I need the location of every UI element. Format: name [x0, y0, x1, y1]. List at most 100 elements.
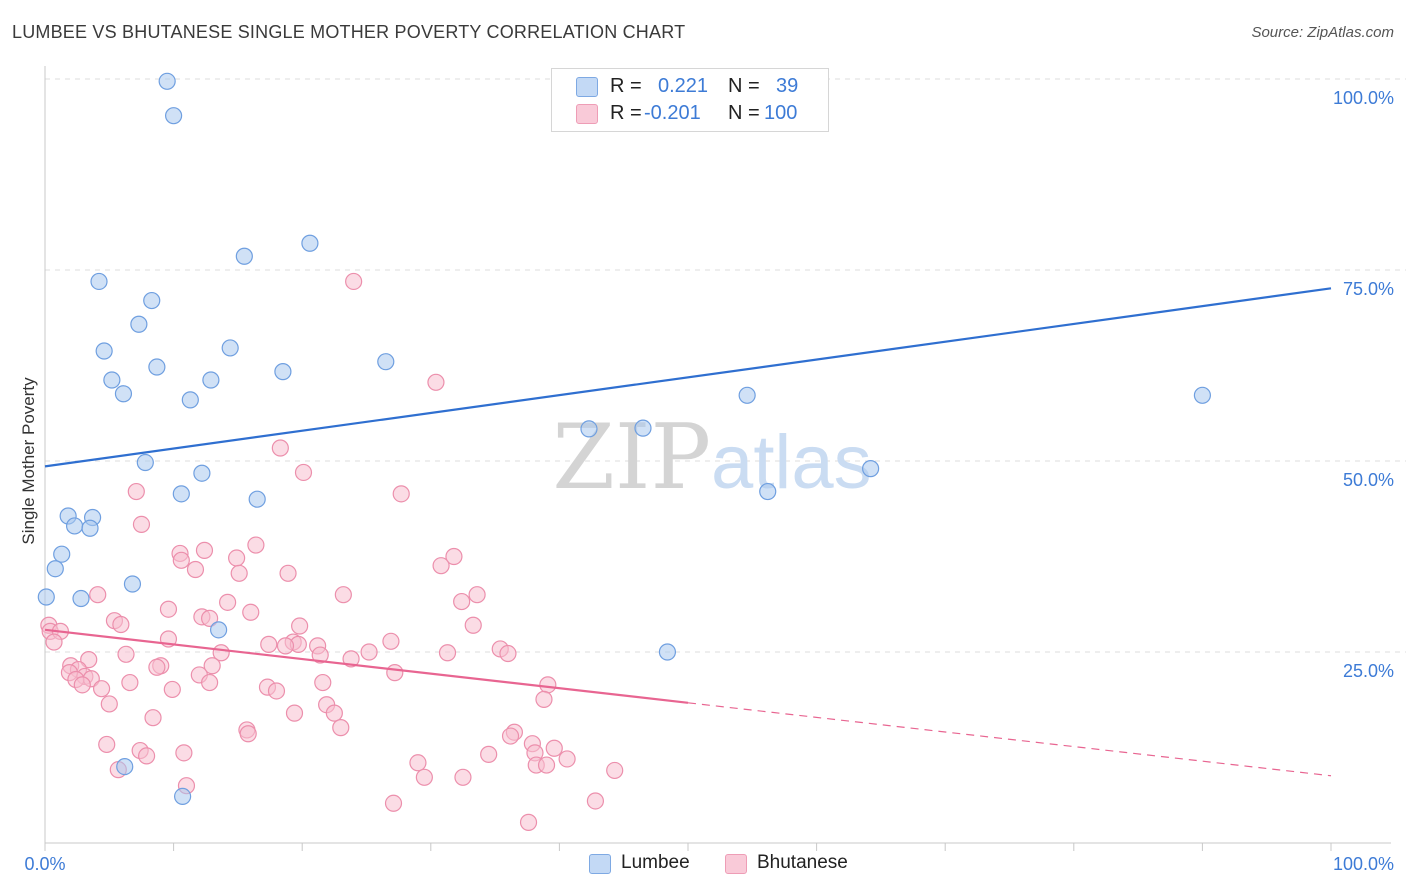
lumbee-point — [193, 464, 211, 482]
source-label: Source: ZipAtlas.com — [1251, 24, 1394, 41]
lumbee-point — [95, 342, 113, 360]
lumbee-point — [148, 358, 166, 376]
bhutanese-point — [239, 725, 257, 743]
bhutanese-point — [454, 768, 472, 786]
bhutanese-point — [392, 485, 410, 503]
bhutanese-point — [80, 651, 98, 669]
bhutanese-point — [260, 635, 278, 653]
bhutanese-trend-line — [44, 628, 689, 704]
bhutanese-point — [186, 560, 205, 579]
legend-r-value: -0.201 — [644, 102, 701, 124]
bhutanese-point — [539, 676, 557, 694]
legend-n-value: 100 — [764, 102, 798, 124]
lumbee-point — [301, 234, 319, 252]
legend-n-label: N = — [728, 102, 760, 124]
bhutanese-point — [98, 735, 116, 754]
bhutanese-point — [276, 637, 295, 655]
bhutanese-point — [201, 609, 219, 627]
bhutanese-point — [195, 541, 214, 559]
bhutanese-point — [132, 515, 151, 534]
bhutanese-point — [144, 709, 162, 727]
bhutanese-point — [499, 644, 517, 663]
bhutanese-point — [285, 704, 304, 722]
bhutanese-point — [382, 632, 400, 650]
legend-r-value: 0.221 — [658, 75, 709, 97]
bhutanese-point — [558, 750, 576, 768]
bhutanese-point — [453, 592, 471, 611]
bhutanese-point — [445, 547, 463, 566]
lumbee-point — [158, 72, 176, 90]
bhutanese-point — [279, 564, 297, 582]
y-tick-label: 100.0% — [1333, 88, 1394, 108]
lumbee-point — [172, 485, 190, 503]
y-tick-label: 75.0% — [1343, 279, 1394, 299]
watermark-part: atlas — [711, 420, 872, 505]
lumbee-point — [53, 545, 71, 563]
bhutanese-point — [291, 617, 309, 635]
watermark-part: ZIP — [552, 405, 711, 510]
lumbee-point — [136, 453, 154, 472]
bhutanese-point — [342, 650, 360, 668]
legend-swatch-bhutanese — [576, 104, 598, 124]
bhutanese-point — [606, 761, 624, 780]
lumbee-point — [114, 385, 133, 403]
lumbee-point — [210, 621, 228, 639]
bhutanese-point — [271, 439, 289, 457]
bhutanese-point — [464, 616, 482, 634]
lumbee-point — [72, 589, 90, 608]
bhutanese-point — [535, 690, 553, 708]
bhutanese-point — [172, 551, 190, 569]
bhutanese-point — [586, 792, 605, 810]
lumbee-points — [37, 72, 1212, 805]
lumbee-point — [658, 643, 677, 661]
y-tick-label: 25.0% — [1343, 661, 1394, 681]
bhutanese-point — [519, 813, 538, 831]
bhutanese-point — [314, 673, 332, 692]
bhutanese-point — [384, 794, 403, 812]
bhutanese-point — [148, 658, 166, 676]
lumbee-point — [202, 371, 220, 389]
watermark: ZIPatlas — [552, 405, 871, 510]
bhutanese-point — [175, 744, 193, 762]
bhutanese-point — [332, 719, 350, 737]
bhutanese-point — [137, 747, 156, 765]
bhutanese-point — [89, 586, 107, 604]
lumbee-point — [116, 757, 134, 776]
bhutanese-point — [117, 645, 135, 663]
chart-title: LUMBEE VS BHUTANESE SINGLE MOTHER POVERT… — [12, 22, 686, 42]
bhutanese-point — [386, 664, 404, 682]
bhutanese-point — [92, 680, 111, 698]
x-tick-label: 0.0% — [24, 854, 65, 874]
lumbee-point — [235, 247, 253, 265]
lumbee-point — [377, 353, 395, 371]
bhutanese-point — [468, 586, 486, 604]
lumbee-point — [165, 107, 183, 125]
legend-n-label: N = — [728, 75, 760, 97]
lumbee-point — [221, 339, 239, 357]
bhutanese-point — [427, 373, 445, 391]
legend-r-label: R = — [610, 102, 642, 124]
lumbee-point — [181, 391, 199, 409]
legend-swatch-lumbee — [576, 77, 598, 97]
bhutanese-point — [537, 756, 556, 774]
lumbee-point — [580, 420, 598, 438]
lumbee-point — [174, 787, 192, 805]
y-axis-title: Single Mother Poverty — [19, 377, 38, 545]
lumbee-point — [130, 315, 148, 333]
bhutanese-point — [247, 536, 265, 554]
bhutanese-point — [163, 680, 181, 699]
bhutanese-point — [201, 673, 219, 692]
bhutanese-point — [159, 600, 178, 618]
legend-r-label: R = — [610, 75, 642, 97]
bhutanese-point — [242, 603, 260, 621]
lumbee-point — [738, 386, 756, 404]
bhutanese-point — [432, 557, 450, 575]
bhutanese-point — [219, 593, 237, 611]
legend-n-value: 39 — [776, 75, 799, 97]
y-tick-label: 50.0% — [1343, 470, 1394, 490]
bhutanese-trend-extension — [687, 702, 1332, 777]
bhutanese-points — [40, 272, 624, 831]
bhutanese-point — [230, 564, 248, 582]
bottom-legend-label-bhutanese: Bhutanese — [757, 852, 848, 873]
